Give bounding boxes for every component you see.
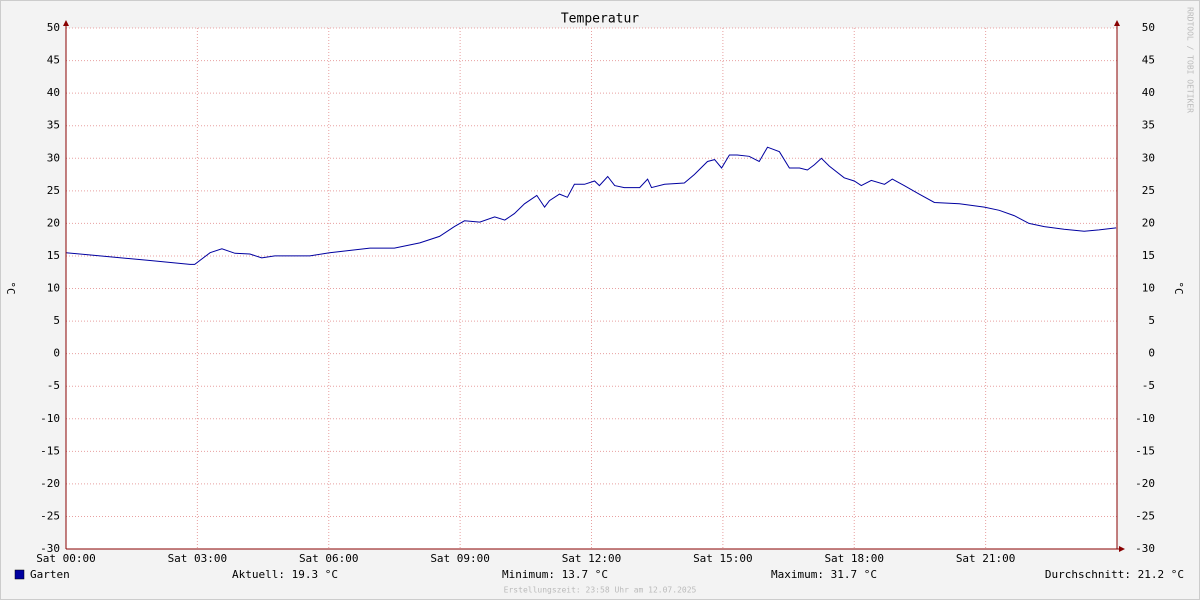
y-tick-label: 0 — [53, 347, 60, 360]
y2-tick-label: 25 — [1142, 184, 1155, 197]
y2-tick-label: -5 — [1142, 379, 1155, 392]
y2-tick-label: -25 — [1135, 509, 1155, 522]
x-tick-label: Sat 12:00 — [562, 552, 622, 565]
y-tick-label: -20 — [40, 477, 60, 490]
y2-tick-label: 15 — [1142, 249, 1155, 262]
y-tick-label: 20 — [47, 216, 60, 229]
y-tick-label: 50 — [47, 21, 60, 34]
marks — [65, 146, 1117, 265]
y2-tick-label: 5 — [1148, 314, 1155, 327]
y2-tick-label: -15 — [1135, 444, 1155, 457]
legend-stat: Minimum: 13.7 °C — [502, 568, 608, 581]
series-line — [65, 146, 1117, 265]
legend-label: Garten — [30, 568, 70, 581]
x-tick-label: Sat 15:00 — [693, 552, 753, 565]
y-tick-label: 5 — [53, 314, 60, 327]
arrow — [1119, 546, 1125, 552]
y-tick-label: -10 — [40, 412, 60, 425]
y-tick-label: 35 — [47, 119, 60, 132]
y-tick-label: 25 — [47, 184, 60, 197]
x-tick-label: Sat 18:00 — [824, 552, 884, 565]
y2-tick-label: -20 — [1135, 477, 1155, 490]
y-axis-label: °C — [4, 281, 17, 294]
y-tick-label: -5 — [47, 379, 60, 392]
y2-tick-label: 50 — [1142, 21, 1155, 34]
y2-tick-label: 40 — [1142, 86, 1155, 99]
x-tick-label: Sat 06:00 — [299, 552, 359, 565]
arrow — [1114, 20, 1120, 26]
y2-tick-label: 35 — [1142, 119, 1155, 132]
y2-tick-label: 10 — [1142, 282, 1155, 295]
legend-swatch — [14, 569, 25, 580]
y-tick-label: 30 — [47, 151, 60, 164]
legend-stat: Aktuell: 19.3 °C — [232, 568, 338, 581]
y2-tick-label: -10 — [1135, 412, 1155, 425]
y-tick-label: 40 — [47, 86, 60, 99]
y2-tick-label: 45 — [1142, 54, 1155, 67]
footer: Erstellungszeit: 23:58 Uhr am 12.07.2025 — [504, 586, 697, 595]
y2-axis-label: °C — [1172, 281, 1185, 294]
y2-tick-label: 0 — [1148, 347, 1155, 360]
watermark: RRDTOOL / TOBI OETIKER — [1186, 7, 1195, 113]
y2-tick-label: 30 — [1142, 151, 1155, 164]
x-tick-label: Sat 09:00 — [430, 552, 490, 565]
x-tick-label: Sat 00:00 — [36, 552, 96, 565]
y2-tick-label: 20 — [1142, 216, 1155, 229]
x-tick-label: Sat 21:00 — [956, 552, 1016, 565]
legend-stat: Durchschnitt: 21.2 °C — [1045, 568, 1184, 581]
y-tick-label: 10 — [47, 282, 60, 295]
legend-stat: Maximum: 31.7 °C — [771, 568, 877, 581]
y-tick-label: -30 — [40, 542, 60, 555]
y-tick-label: 45 — [47, 54, 60, 67]
y-tick-label: 15 — [47, 249, 60, 262]
arrow — [63, 20, 69, 26]
y-tick-label: -25 — [40, 509, 60, 522]
y-tick-label: -15 — [40, 444, 60, 457]
x-tick-label: Sat 03:00 — [168, 552, 228, 565]
y2-tick-label: -30 — [1135, 542, 1155, 555]
chart-title: Temperatur — [561, 12, 639, 27]
